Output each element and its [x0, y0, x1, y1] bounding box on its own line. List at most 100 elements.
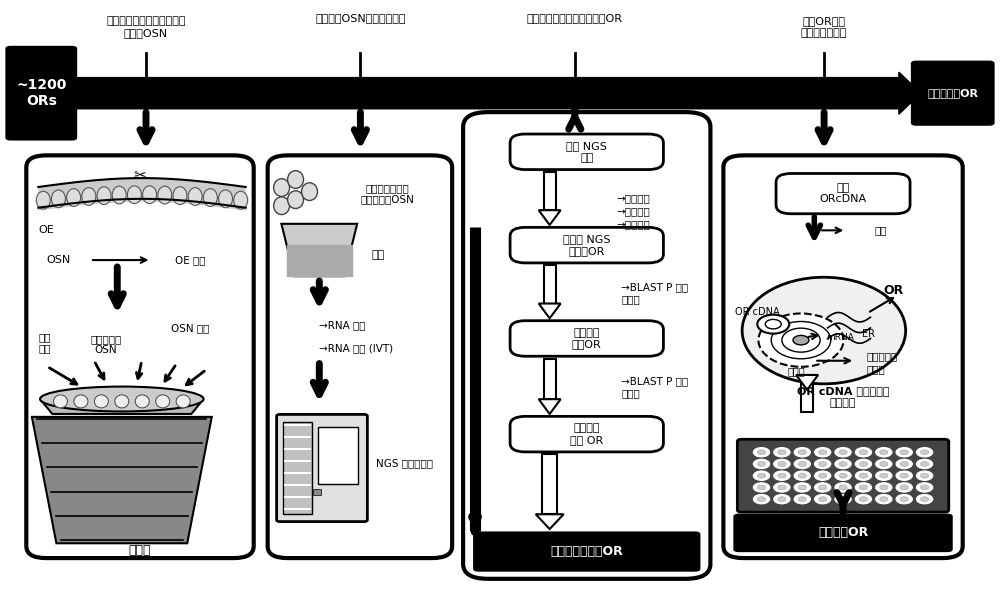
Ellipse shape [896, 459, 912, 469]
Text: 所分离的OSN的序列转录组: 所分离的OSN的序列转录组 [315, 13, 406, 23]
Text: 气味激活的
OSN: 气味激活的 OSN [90, 334, 122, 355]
Ellipse shape [815, 471, 831, 480]
Ellipse shape [778, 497, 786, 502]
Ellipse shape [288, 191, 304, 209]
Ellipse shape [173, 187, 187, 205]
Text: →RNA 扩增 (IVT): →RNA 扩增 (IVT) [319, 344, 393, 353]
FancyBboxPatch shape [776, 174, 910, 214]
Ellipse shape [921, 485, 929, 490]
Ellipse shape [798, 474, 806, 478]
Text: OR: OR [883, 284, 904, 297]
Ellipse shape [835, 447, 851, 457]
Ellipse shape [859, 450, 868, 455]
Ellipse shape [176, 395, 190, 408]
Ellipse shape [753, 447, 770, 457]
FancyBboxPatch shape [510, 134, 663, 170]
Ellipse shape [896, 494, 912, 504]
FancyBboxPatch shape [542, 454, 557, 514]
Text: ~1200
ORs: ~1200 ORs [16, 78, 66, 108]
Text: →BLAST P 小鼠: →BLAST P 小鼠 [621, 282, 689, 292]
Ellipse shape [859, 474, 868, 478]
Ellipse shape [135, 395, 149, 408]
Text: 针对恶臭的OR: 针对恶臭的OR [927, 88, 978, 98]
Ellipse shape [921, 450, 929, 455]
Polygon shape [32, 417, 212, 543]
Ellipse shape [742, 277, 906, 384]
Ellipse shape [815, 494, 831, 504]
Ellipse shape [794, 459, 810, 469]
Ellipse shape [757, 485, 766, 490]
FancyBboxPatch shape [277, 414, 367, 522]
Circle shape [765, 320, 781, 329]
FancyBboxPatch shape [723, 155, 963, 558]
FancyBboxPatch shape [283, 422, 312, 514]
Text: →重复掩蔽: →重复掩蔽 [616, 220, 650, 230]
Ellipse shape [835, 494, 851, 504]
FancyBboxPatch shape [801, 375, 813, 412]
Ellipse shape [67, 189, 81, 206]
Text: NGS 转录组测序: NGS 转录组测序 [376, 458, 433, 468]
Ellipse shape [774, 447, 790, 457]
Ellipse shape [880, 450, 888, 455]
Ellipse shape [115, 395, 129, 408]
Ellipse shape [778, 474, 786, 478]
FancyBboxPatch shape [473, 531, 700, 572]
Ellipse shape [916, 447, 933, 457]
Ellipse shape [798, 485, 806, 490]
Ellipse shape [757, 474, 766, 478]
FancyBboxPatch shape [544, 265, 556, 303]
Polygon shape [899, 72, 921, 114]
Ellipse shape [855, 494, 872, 504]
Ellipse shape [880, 474, 888, 478]
Ellipse shape [774, 471, 790, 480]
Ellipse shape [839, 497, 847, 502]
Text: →BLAST P 人类: →BLAST P 人类 [621, 377, 689, 387]
Ellipse shape [778, 485, 786, 490]
Ellipse shape [815, 459, 831, 469]
Text: 具有排泄物气味
响应特性的OSN: 具有排泄物气味 响应特性的OSN [361, 183, 415, 205]
Ellipse shape [855, 459, 872, 469]
Ellipse shape [880, 497, 888, 502]
Polygon shape [539, 399, 561, 414]
Ellipse shape [876, 471, 892, 480]
Ellipse shape [757, 450, 766, 455]
Text: OE: OE [38, 225, 54, 235]
Ellipse shape [51, 190, 65, 208]
FancyBboxPatch shape [463, 112, 710, 579]
Text: 确认OR活性
（试管内分析）: 确认OR活性 （试管内分析） [801, 16, 847, 38]
Ellipse shape [876, 447, 892, 457]
Ellipse shape [819, 450, 827, 455]
Ellipse shape [143, 186, 157, 203]
Ellipse shape [158, 186, 172, 204]
Ellipse shape [774, 483, 790, 492]
FancyBboxPatch shape [544, 172, 556, 210]
Ellipse shape [753, 459, 770, 469]
Text: OSN 分离: OSN 分离 [171, 324, 209, 334]
FancyBboxPatch shape [26, 155, 254, 558]
Ellipse shape [880, 485, 888, 490]
FancyBboxPatch shape [733, 513, 953, 552]
Ellipse shape [916, 494, 933, 504]
Text: →规范检测: →规范检测 [616, 206, 650, 217]
Ellipse shape [778, 462, 786, 466]
Ellipse shape [876, 494, 892, 504]
Ellipse shape [74, 395, 88, 408]
Ellipse shape [896, 447, 912, 457]
Ellipse shape [234, 191, 248, 209]
Ellipse shape [839, 474, 847, 478]
Ellipse shape [203, 189, 217, 206]
Ellipse shape [97, 187, 111, 205]
Text: mRNA: mRNA [826, 333, 854, 342]
Ellipse shape [921, 474, 929, 478]
Ellipse shape [855, 447, 872, 457]
Ellipse shape [753, 483, 770, 492]
Polygon shape [796, 375, 818, 390]
Ellipse shape [302, 183, 318, 201]
Ellipse shape [855, 471, 872, 480]
Ellipse shape [127, 186, 141, 203]
Ellipse shape [94, 395, 108, 408]
Text: 分离由测试气体（如恶臭）
激活的OSN: 分离由测试气体（如恶臭） 激活的OSN [106, 16, 186, 38]
Ellipse shape [54, 395, 67, 408]
FancyBboxPatch shape [911, 61, 995, 126]
Text: 气味
溶液: 气味 溶液 [38, 332, 51, 353]
